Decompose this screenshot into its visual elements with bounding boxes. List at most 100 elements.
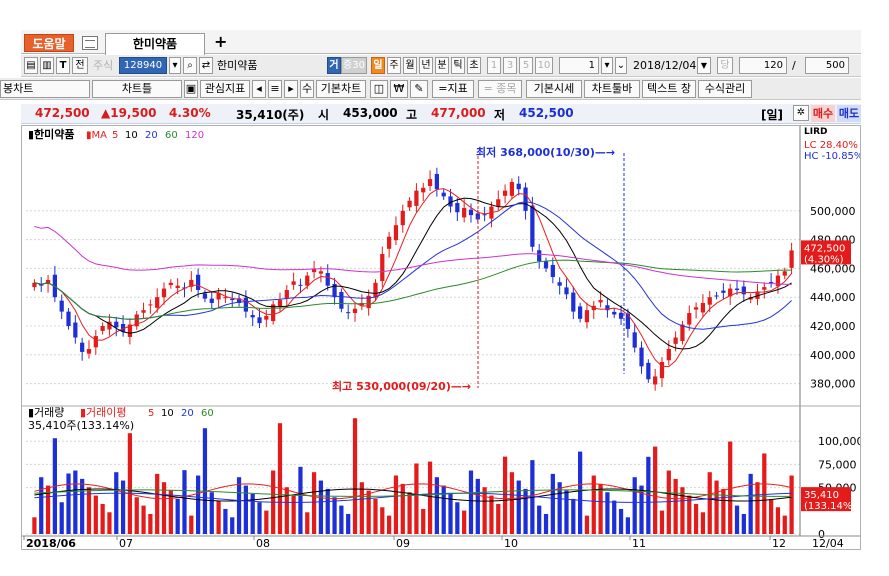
volume-bar bbox=[114, 472, 119, 534]
basic-chart-button[interactable]: 기본차트 bbox=[316, 80, 366, 98]
volume-bar bbox=[468, 470, 474, 534]
formula-mgmt-button[interactable]: 수식관리 bbox=[698, 80, 752, 98]
buy-button[interactable]: 매수 bbox=[811, 105, 835, 122]
won-button[interactable]: ₩ bbox=[390, 80, 408, 98]
volume-bar bbox=[182, 470, 187, 534]
chart-tool-select[interactable]: 차트틀 bbox=[92, 80, 182, 98]
candle-body bbox=[769, 281, 774, 283]
candle-body bbox=[571, 292, 576, 312]
volume-bar bbox=[734, 505, 740, 534]
chart-type-select[interactable]: 봉차트 bbox=[0, 80, 90, 98]
basic-quote-button[interactable]: 기본시세 bbox=[526, 80, 582, 98]
date-toggle-icon[interactable]: ⌄ bbox=[615, 57, 627, 74]
ma-legend-item: 20 bbox=[145, 130, 158, 141]
volume-bar bbox=[127, 433, 133, 534]
scroll-center-button[interactable]: ≡ bbox=[268, 80, 282, 98]
volume-bar bbox=[325, 488, 330, 534]
chart-canvas[interactable]: 380,000400,000420,000440,000460,000480,0… bbox=[22, 126, 860, 549]
chart-panel[interactable]: 380,000 400,000 420,000 440,000 460,000 480,0… bbox=[21, 125, 861, 550]
interval-dropdown-icon[interactable]: ▾ bbox=[601, 57, 613, 74]
interval-5-button[interactable]: 5 bbox=[519, 57, 533, 74]
period-day-button[interactable]: 일 bbox=[371, 57, 385, 74]
volume-bar bbox=[393, 475, 399, 534]
candle-body bbox=[134, 314, 139, 327]
low-price: 452,500 bbox=[519, 106, 574, 120]
interest-indicator-button[interactable]: 관심지표 bbox=[200, 80, 250, 98]
period-year-button[interactable]: 년 bbox=[419, 57, 433, 74]
candle-body bbox=[673, 337, 678, 344]
layout-list-icon[interactable]: ▥ bbox=[40, 57, 54, 74]
candle-body bbox=[537, 250, 542, 262]
search-icon[interactable]: ⌕ bbox=[183, 57, 197, 74]
volume-bar bbox=[407, 492, 412, 534]
candle-body bbox=[346, 312, 351, 314]
period-tick-button[interactable]: 틱 bbox=[451, 57, 465, 74]
candle-body bbox=[114, 321, 119, 328]
period-month-button[interactable]: 월 bbox=[403, 57, 417, 74]
swap-icon[interactable]: ⇄ bbox=[199, 57, 213, 74]
chart-toolbar-button[interactable]: 차트툴바 bbox=[584, 80, 640, 98]
volume-bar bbox=[243, 485, 248, 534]
all-toggle-button[interactable]: 전 bbox=[72, 57, 88, 74]
volume-ma-legend-label: ▮거래이평 bbox=[80, 406, 127, 419]
total-field[interactable]: 500 bbox=[805, 57, 849, 74]
interval-10-button[interactable]: 10 bbox=[535, 57, 553, 74]
candle-body bbox=[605, 305, 610, 311]
candle-body bbox=[666, 349, 671, 361]
help-button[interactable]: 도움말 bbox=[24, 34, 74, 52]
layout-grid-icon[interactable]: ▤ bbox=[24, 57, 38, 74]
period-second-button[interactable]: 초 bbox=[467, 57, 481, 74]
candle-body bbox=[284, 290, 289, 299]
volume-tick-label: 100,000 bbox=[818, 435, 860, 448]
scroll-right-button[interactable]: ▸ bbox=[284, 80, 298, 98]
interval-3-button[interactable]: 3 bbox=[503, 57, 517, 74]
candle-body bbox=[578, 306, 583, 319]
volume-bar bbox=[339, 505, 344, 534]
add-tab-button[interactable]: + bbox=[214, 32, 228, 51]
volume-bar bbox=[741, 513, 746, 534]
item-button[interactable]: = 종목 bbox=[478, 80, 522, 98]
text-tool-icon[interactable]: T bbox=[56, 57, 70, 74]
stock-code-field[interactable]: 128940 bbox=[119, 57, 167, 74]
tab-bar: 도움말 한미약품 + bbox=[21, 30, 861, 55]
date-dropdown-button[interactable]: ▼ bbox=[697, 57, 711, 74]
volume-tick-label: 75,000 bbox=[818, 458, 857, 471]
stock-code-dropdown-icon[interactable]: ▾ bbox=[169, 57, 181, 74]
volume-bar bbox=[496, 503, 501, 534]
chart-save-icon[interactable]: ▣ bbox=[184, 80, 198, 98]
sell-button[interactable]: 매도 bbox=[837, 105, 861, 122]
candle-body bbox=[387, 236, 392, 249]
text-window-button[interactable]: 텍스트 창 bbox=[642, 80, 696, 98]
price-tick-label: 440,000 bbox=[810, 291, 856, 304]
volume-bar bbox=[789, 475, 794, 534]
sum-button[interactable]: 수 bbox=[300, 80, 314, 98]
screen-list-icon[interactable] bbox=[82, 36, 98, 50]
scroll-left-button[interactable]: ◂ bbox=[252, 80, 266, 98]
tab-hanmi[interactable]: 한미약품 bbox=[105, 33, 205, 55]
candle-body bbox=[127, 324, 133, 337]
volume-bar bbox=[618, 508, 624, 534]
draw-tool-icon[interactable]: ✎ bbox=[410, 80, 428, 98]
volume-ma-legend-item: 20 bbox=[181, 408, 194, 419]
candle-body bbox=[189, 279, 194, 287]
settings-gear-icon[interactable]: ✲ bbox=[793, 105, 809, 121]
candle-body bbox=[632, 332, 637, 348]
count-field[interactable]: 120 bbox=[739, 57, 787, 74]
interval-1-button[interactable]: 1 bbox=[487, 57, 501, 74]
date-field[interactable]: 2018/12/04 bbox=[633, 59, 697, 72]
indicator-button[interactable]: =지표 bbox=[432, 80, 474, 98]
ma-line bbox=[34, 197, 792, 350]
period-minute-button[interactable]: 분 bbox=[435, 57, 449, 74]
dang-button[interactable]: 당 bbox=[717, 57, 733, 74]
interval-value-field[interactable]: 1 bbox=[559, 57, 599, 74]
period-week-button[interactable]: 주 bbox=[387, 57, 401, 74]
candle-body bbox=[448, 196, 453, 207]
volume-bar bbox=[311, 472, 317, 534]
volume-bar bbox=[707, 472, 712, 534]
compare-chart-icon[interactable]: ◫ bbox=[370, 80, 388, 98]
price-chart-title: ▮한미약품 bbox=[28, 127, 75, 141]
x-tick-label: 12 bbox=[772, 537, 786, 549]
volume-bar bbox=[39, 477, 44, 534]
last-price-pct: (4.30%) bbox=[804, 254, 844, 265]
high-annotation: 최고 530,000(09/20)—→ bbox=[332, 379, 471, 393]
